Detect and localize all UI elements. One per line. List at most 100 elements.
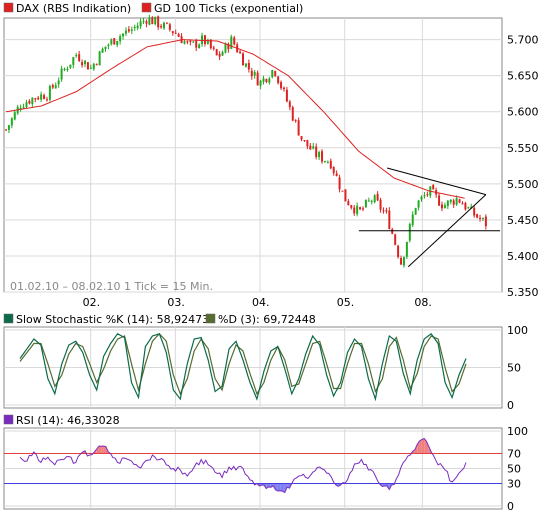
legend-label-stoch-d: %D (3): 69,72448 <box>218 313 316 326</box>
candle-body <box>268 78 271 83</box>
rsi-line <box>19 437 467 494</box>
candle-body <box>376 193 379 201</box>
candle-body <box>233 37 236 45</box>
candle-body <box>481 217 484 219</box>
rsi-y-axis-labels: 100 70 50 30 0 <box>507 425 528 513</box>
y-tick-label: 0 <box>507 500 514 513</box>
candle-body <box>411 214 414 226</box>
y-tick-label: 30 <box>507 478 521 491</box>
legend-label-stoch-k: Slow Stochastic %K (14): 58,92473 <box>16 313 209 326</box>
rsi-overbought-fill <box>421 438 425 454</box>
candle-body <box>192 41 195 43</box>
candle-body <box>171 31 174 34</box>
candle-body <box>206 39 209 44</box>
candle-body <box>72 57 75 65</box>
legend-swatch-stoch-k <box>3 313 14 324</box>
candle-body <box>291 107 294 121</box>
candle-body <box>479 217 482 219</box>
candle-body <box>183 41 186 44</box>
candle-body <box>69 64 72 68</box>
candle-body <box>309 145 312 150</box>
candle-body <box>154 16 157 25</box>
candle-body <box>230 36 233 49</box>
rsi-oversold-fill <box>275 483 278 491</box>
candle-body <box>443 205 446 209</box>
x-tick-label: 03. <box>167 296 185 309</box>
y-tick-label: 5.550 <box>507 142 539 155</box>
y-tick-label: 5.700 <box>507 34 539 47</box>
candle-body <box>265 79 268 83</box>
candle-body <box>332 167 335 174</box>
candle-body <box>66 68 69 70</box>
candle-body <box>45 99 48 101</box>
candle-body <box>467 207 470 209</box>
candle-body <box>335 173 338 177</box>
main-y-axis-labels: 5.700 5.650 5.600 5.550 5.500 5.450 5.400 5.350 <box>507 34 539 299</box>
rsi-oversold-fill <box>268 483 271 488</box>
candle-body <box>25 102 28 107</box>
candle-body <box>473 207 476 216</box>
candle-body <box>37 97 40 100</box>
candle-body <box>81 62 84 66</box>
candle-body <box>288 101 291 108</box>
candle-body <box>285 89 288 102</box>
candle-body <box>130 29 133 31</box>
candle-body <box>315 146 318 157</box>
trendline <box>386 167 487 196</box>
candle-body <box>157 16 160 28</box>
candle-body <box>43 95 46 100</box>
candle-body <box>391 229 394 234</box>
candle-body <box>402 256 405 266</box>
legend-swatch-ma <box>141 2 152 13</box>
candle-body <box>458 199 461 203</box>
x-tick-label: 08. <box>414 296 432 309</box>
candle-body <box>329 160 332 169</box>
candle-body <box>306 139 309 147</box>
candle-body <box>110 39 113 45</box>
candle-body <box>385 210 388 212</box>
candle-body <box>321 151 324 162</box>
main-panel-grid <box>4 18 502 293</box>
candle-body <box>446 200 449 207</box>
candle-body <box>212 47 215 49</box>
candle-body <box>201 35 204 45</box>
candle-body <box>101 48 104 53</box>
candle-body <box>22 107 25 109</box>
candle-body <box>168 24 171 30</box>
candle-body <box>186 41 189 43</box>
candle-body <box>119 36 122 42</box>
candle-body <box>294 119 297 121</box>
y-tick-label: 100 <box>507 425 528 438</box>
candle-body <box>7 125 10 130</box>
date-range-note: 01.02.10 – 08.02.10 1 Tick = 15 Min. <box>10 280 213 293</box>
candle-body <box>198 44 201 49</box>
candle-body <box>282 87 285 90</box>
rsi-oversold-fill <box>282 483 285 493</box>
candle-body <box>426 194 429 196</box>
candle-body <box>394 234 397 245</box>
candle-body <box>242 53 245 66</box>
rsi-overbought-fill <box>103 446 106 454</box>
candle-body <box>247 62 250 70</box>
y-tick-label: 5.500 <box>507 178 539 191</box>
candle-body <box>78 54 81 62</box>
candle-body <box>338 177 341 190</box>
candle-body <box>75 54 78 57</box>
candle-body <box>364 200 367 208</box>
stoch-y-axis-labels: 100 50 0 <box>507 324 528 412</box>
candle-body <box>218 53 221 57</box>
candle-body <box>142 20 145 22</box>
y-tick-label: 5.450 <box>507 214 539 227</box>
candle-body <box>151 17 154 25</box>
candle-body <box>95 64 98 66</box>
y-tick-label: 70 <box>507 448 521 461</box>
candle-body <box>133 26 136 29</box>
candle-body <box>177 34 180 37</box>
rsi-overbought-fill <box>419 439 422 454</box>
candle-body <box>107 44 110 46</box>
candle-body <box>347 201 350 206</box>
legend-swatch-stoch-d <box>205 313 216 324</box>
candle-body <box>408 224 411 241</box>
